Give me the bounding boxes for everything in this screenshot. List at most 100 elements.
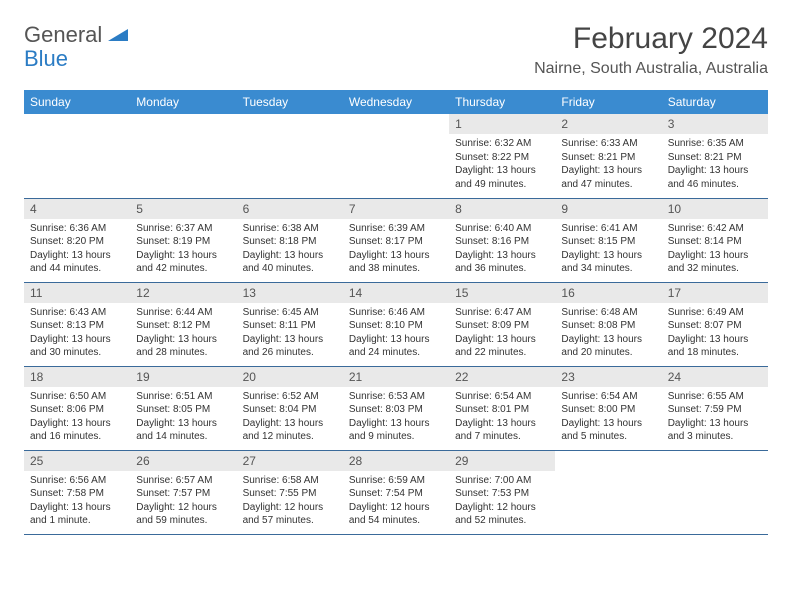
sunrise-line: Sunrise: 6:35 AM	[668, 137, 762, 151]
title-block: February 2024 Nairne, South Australia, A…	[534, 22, 768, 78]
day-number: 11	[24, 283, 130, 303]
day-number: 7	[343, 199, 449, 219]
day-number: 17	[662, 283, 768, 303]
calendar-day-cell: 17Sunrise: 6:49 AMSunset: 8:07 PMDayligh…	[662, 282, 768, 366]
day-info: Sunrise: 6:58 AMSunset: 7:55 PMDaylight:…	[237, 471, 343, 531]
sunrise-line: Sunrise: 6:44 AM	[136, 306, 230, 320]
sunrise-line: Sunrise: 6:48 AM	[561, 306, 655, 320]
day-number: 19	[130, 367, 236, 387]
day-number: 12	[130, 283, 236, 303]
daylight-line: Daylight: 13 hours and 14 minutes.	[136, 417, 230, 444]
calendar-day-cell: .	[237, 114, 343, 198]
sunrise-line: Sunrise: 6:49 AM	[668, 306, 762, 320]
sunset-line: Sunset: 8:03 PM	[349, 403, 443, 417]
sunset-line: Sunset: 8:22 PM	[455, 151, 549, 165]
sunrise-line: Sunrise: 6:55 AM	[668, 390, 762, 404]
sunrise-line: Sunrise: 6:37 AM	[136, 222, 230, 236]
location: Nairne, South Australia, Australia	[534, 60, 768, 78]
weekday-header: Friday	[555, 90, 661, 114]
sunrise-line: Sunrise: 6:45 AM	[243, 306, 337, 320]
calendar-day-cell: 19Sunrise: 6:51 AMSunset: 8:05 PMDayligh…	[130, 366, 236, 450]
daylight-line: Daylight: 13 hours and 26 minutes.	[243, 333, 337, 360]
day-info: Sunrise: 6:44 AMSunset: 8:12 PMDaylight:…	[130, 303, 236, 363]
sunset-line: Sunset: 8:21 PM	[668, 151, 762, 165]
day-info: Sunrise: 6:46 AMSunset: 8:10 PMDaylight:…	[343, 303, 449, 363]
day-number: 13	[237, 283, 343, 303]
sunrise-line: Sunrise: 6:57 AM	[136, 474, 230, 488]
calendar-table: SundayMondayTuesdayWednesdayThursdayFrid…	[24, 90, 768, 535]
sunset-line: Sunset: 8:05 PM	[136, 403, 230, 417]
calendar-week-row: 25Sunrise: 6:56 AMSunset: 7:58 PMDayligh…	[24, 450, 768, 534]
day-number: 26	[130, 451, 236, 471]
header: General February 2024 Nairne, South Aust…	[24, 22, 768, 78]
sunrise-line: Sunrise: 6:38 AM	[243, 222, 337, 236]
daylight-line: Daylight: 13 hours and 7 minutes.	[455, 417, 549, 444]
sunrise-line: Sunrise: 6:33 AM	[561, 137, 655, 151]
month-title: February 2024	[534, 22, 768, 56]
sunset-line: Sunset: 8:10 PM	[349, 319, 443, 333]
daylight-line: Daylight: 13 hours and 30 minutes.	[30, 333, 124, 360]
calendar-day-cell: 6Sunrise: 6:38 AMSunset: 8:18 PMDaylight…	[237, 198, 343, 282]
sunset-line: Sunset: 8:06 PM	[30, 403, 124, 417]
calendar-week-row: 18Sunrise: 6:50 AMSunset: 8:06 PMDayligh…	[24, 366, 768, 450]
day-number: 9	[555, 199, 661, 219]
daylight-line: Daylight: 13 hours and 24 minutes.	[349, 333, 443, 360]
calendar-day-cell: 7Sunrise: 6:39 AMSunset: 8:17 PMDaylight…	[343, 198, 449, 282]
sunset-line: Sunset: 8:18 PM	[243, 235, 337, 249]
sunset-line: Sunset: 8:16 PM	[455, 235, 549, 249]
sunrise-line: Sunrise: 6:32 AM	[455, 137, 549, 151]
calendar-day-cell: 9Sunrise: 6:41 AMSunset: 8:15 PMDaylight…	[555, 198, 661, 282]
day-number: 3	[662, 114, 768, 134]
weekday-header: Thursday	[449, 90, 555, 114]
sunset-line: Sunset: 8:12 PM	[136, 319, 230, 333]
calendar-day-cell: 20Sunrise: 6:52 AMSunset: 8:04 PMDayligh…	[237, 366, 343, 450]
day-info: Sunrise: 6:54 AMSunset: 8:00 PMDaylight:…	[555, 387, 661, 447]
sunrise-line: Sunrise: 6:54 AM	[455, 390, 549, 404]
calendar-head: SundayMondayTuesdayWednesdayThursdayFrid…	[24, 90, 768, 114]
calendar-day-cell: 1Sunrise: 6:32 AMSunset: 8:22 PMDaylight…	[449, 114, 555, 198]
calendar-day-cell: 26 Sunrise: 6:57 AMSunset: 7:57 PMDayligh…	[130, 450, 236, 534]
calendar-day-cell: 10Sunrise: 6:42 AMSunset: 8:14 PMDayligh…	[662, 198, 768, 282]
logo-line2: Blue	[24, 46, 68, 72]
daylight-line: Daylight: 13 hours and 34 minutes.	[561, 249, 655, 276]
sunset-line: Sunset: 7:53 PM	[455, 487, 549, 501]
calendar-week-row: 11Sunrise: 6:43 AMSunset: 8:13 PMDayligh…	[24, 282, 768, 366]
day-info: Sunrise: 6:50 AMSunset: 8:06 PMDaylight:…	[24, 387, 130, 447]
day-number: 29	[449, 451, 555, 471]
sunset-line: Sunset: 8:17 PM	[349, 235, 443, 249]
calendar-day-cell: 12Sunrise: 6:44 AMSunset: 8:12 PMDayligh…	[130, 282, 236, 366]
sunset-line: Sunset: 8:21 PM	[561, 151, 655, 165]
daylight-line: Daylight: 12 hours and 59 minutes.	[136, 501, 230, 528]
sunrise-line: Sunrise: 6:39 AM	[349, 222, 443, 236]
calendar-day-cell: 24Sunrise: 6:55 AMSunset: 7:59 PMDayligh…	[662, 366, 768, 450]
day-number: 10	[662, 199, 768, 219]
calendar-day-cell: .	[662, 450, 768, 534]
sunrise-line: Sunrise: 6:47 AM	[455, 306, 549, 320]
daylight-line: Daylight: 13 hours and 22 minutes.	[455, 333, 549, 360]
day-info: Sunrise: 6:42 AMSunset: 8:14 PMDaylight:…	[662, 219, 768, 279]
daylight-line: Daylight: 13 hours and 1 minute.	[30, 501, 124, 528]
sunset-line: Sunset: 8:08 PM	[561, 319, 655, 333]
day-number: 20	[237, 367, 343, 387]
calendar-day-cell: .	[555, 450, 661, 534]
calendar-day-cell: .	[24, 114, 130, 198]
calendar-day-cell: 23Sunrise: 6:54 AMSunset: 8:00 PMDayligh…	[555, 366, 661, 450]
daylight-line: Daylight: 12 hours and 54 minutes.	[349, 501, 443, 528]
calendar-day-cell: 28Sunrise: 6:59 AMSunset: 7:54 PMDayligh…	[343, 450, 449, 534]
calendar-day-cell: 4Sunrise: 6:36 AMSunset: 8:20 PMDaylight…	[24, 198, 130, 282]
sunrise-line: Sunrise: 6:42 AM	[668, 222, 762, 236]
daylight-line: Daylight: 13 hours and 20 minutes.	[561, 333, 655, 360]
calendar-day-cell: 22Sunrise: 6:54 AMSunset: 8:01 PMDayligh…	[449, 366, 555, 450]
sunset-line: Sunset: 8:09 PM	[455, 319, 549, 333]
day-info: Sunrise: 6:40 AMSunset: 8:16 PMDaylight:…	[449, 219, 555, 279]
calendar-day-cell: 27Sunrise: 6:58 AMSunset: 7:55 PMDayligh…	[237, 450, 343, 534]
daylight-line: Daylight: 13 hours and 9 minutes.	[349, 417, 443, 444]
day-info: Sunrise: 6:55 AMSunset: 7:59 PMDaylight:…	[662, 387, 768, 447]
calendar-day-cell: 5Sunrise: 6:37 AMSunset: 8:19 PMDaylight…	[130, 198, 236, 282]
day-number: 14	[343, 283, 449, 303]
day-number: 16	[555, 283, 661, 303]
weekday-header: Monday	[130, 90, 236, 114]
day-number: 15	[449, 283, 555, 303]
sunset-line: Sunset: 8:13 PM	[30, 319, 124, 333]
sunset-line: Sunset: 7:57 PM	[136, 487, 230, 501]
